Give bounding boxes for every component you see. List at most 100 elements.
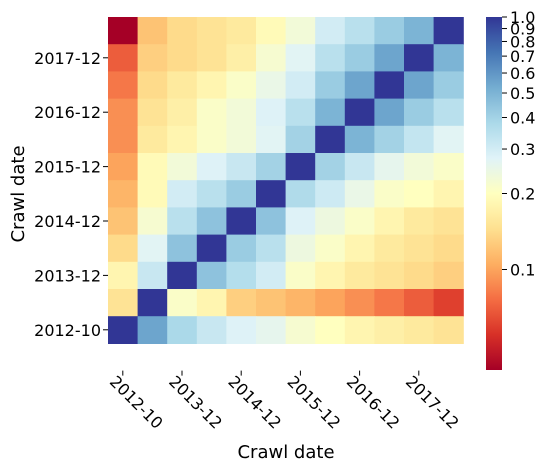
heatmap-cell: [108, 207, 139, 236]
heatmap-cell: [315, 261, 346, 290]
heatmap-cell: [344, 98, 375, 127]
heatmap-cell: [226, 180, 257, 208]
heatmap-cell: [196, 289, 227, 317]
x-tick-label: 2017-12: [402, 372, 463, 433]
heatmap-cell: [137, 207, 168, 236]
y-tick-label: 2016-12: [34, 103, 101, 122]
heatmap-cell: [344, 261, 375, 290]
heatmap-cell: [374, 98, 405, 127]
heatmap-cell: [108, 17, 139, 45]
heatmap-cell: [315, 234, 346, 263]
y-tick-label: 2014-12: [34, 212, 101, 231]
heatmap-cell: [433, 71, 464, 100]
heatmap-cell: [374, 153, 405, 181]
heatmap-cell: [226, 98, 257, 127]
heatmap-cell: [344, 153, 375, 181]
heatmap-cell: [374, 234, 405, 263]
heatmap-cell: [256, 71, 287, 100]
colorbar-tick-label: 0.5: [510, 84, 535, 103]
heatmap-cell: [108, 44, 139, 72]
heatmap-cell: [374, 17, 405, 45]
heatmap-cell: [344, 207, 375, 236]
heatmap-cell: [285, 98, 316, 127]
y-axis-label: Crawl date: [8, 145, 29, 242]
heatmap-cell: [256, 17, 287, 45]
heatmap-cell: [315, 153, 346, 181]
heatmap-cell: [256, 316, 287, 344]
colorbar-tick-label: 0.1: [510, 261, 535, 280]
heatmap-cell: [404, 261, 435, 290]
heatmap-cell: [196, 44, 227, 72]
heatmap-cell: [285, 44, 316, 72]
colorbar-tick-label: 0.8: [510, 32, 535, 51]
heatmap-cell: [167, 98, 198, 127]
heatmap-cell: [108, 316, 139, 344]
heatmap-cell: [137, 261, 168, 290]
heatmap-cell: [226, 153, 257, 181]
heatmap-cell: [196, 261, 227, 290]
heatmap-cell: [226, 234, 257, 263]
heatmap-cell: [404, 44, 435, 72]
heatmap-cell: [196, 207, 227, 236]
heatmap-cell: [226, 17, 257, 45]
heatmap-cell: [167, 71, 198, 100]
heatmap-cell: [433, 316, 464, 344]
heatmap-cell: [108, 180, 139, 208]
x-tick-label: 2015-12: [284, 372, 345, 433]
heatmap-cell: [404, 153, 435, 181]
heatmap-cell: [433, 44, 464, 72]
heatmap-cell: [285, 234, 316, 263]
colorbar-tick-label: 1.0: [510, 8, 535, 27]
heatmap-cell: [196, 316, 227, 344]
heatmap-cell: [285, 153, 316, 181]
heatmap-cell: [285, 17, 316, 45]
heatmap-cells: [108, 17, 464, 344]
heatmap-cell: [137, 71, 168, 100]
heatmap-cell: [256, 98, 287, 127]
heatmap-cell: [167, 125, 198, 154]
heatmap-cell: [433, 261, 464, 290]
heatmap-cell: [196, 125, 227, 154]
heatmap-cell: [344, 44, 375, 72]
heatmap-cell: [285, 71, 316, 100]
heatmap-cell: [433, 125, 464, 154]
heatmap-cell: [433, 207, 464, 236]
heatmap-cell: [374, 125, 405, 154]
heatmap-cell: [404, 207, 435, 236]
heatmap-cell: [108, 98, 139, 127]
heatmap-cell: [167, 180, 198, 208]
heatmap-cell: [374, 207, 405, 236]
heatmap-cell: [226, 207, 257, 236]
x-axis-label: Crawl date: [237, 442, 334, 463]
heatmap-cell: [137, 289, 168, 317]
heatmap-cell: [167, 153, 198, 181]
heatmap-cell: [137, 180, 168, 208]
heatmap-cell: [256, 180, 287, 208]
heatmap-cell: [344, 17, 375, 45]
heatmap-cell: [137, 17, 168, 45]
heatmap-cell: [374, 180, 405, 208]
heatmap-cell: [226, 71, 257, 100]
colorbar-tick-label: 0.3: [510, 140, 535, 159]
heatmap-cell: [315, 289, 346, 317]
heatmap-cell: [285, 180, 316, 208]
heatmap-cell: [433, 153, 464, 181]
heatmap-cell: [137, 44, 168, 72]
heatmap-cell: [315, 180, 346, 208]
heatmap-cell: [315, 207, 346, 236]
heatmap-cell: [196, 98, 227, 127]
heatmap-cell: [433, 98, 464, 127]
heatmap-cell: [196, 234, 227, 263]
heatmap-cell: [256, 261, 287, 290]
heatmap-cell: [285, 261, 316, 290]
heatmap-cell: [285, 125, 316, 154]
heatmap-cell: [256, 125, 287, 154]
heatmap-cell: [137, 316, 168, 344]
y-axis-ticks: 2012-10 2013-12 2014-12 2015-12 2016-12 2017-…: [34, 49, 108, 340]
heatmap-cell: [137, 98, 168, 127]
heatmap-cell: [404, 125, 435, 154]
heatmap-cell: [108, 153, 139, 181]
heatmap-cell: [167, 17, 198, 45]
x-tick-label: 2016-12: [343, 372, 404, 433]
heatmap-cell: [315, 44, 346, 72]
